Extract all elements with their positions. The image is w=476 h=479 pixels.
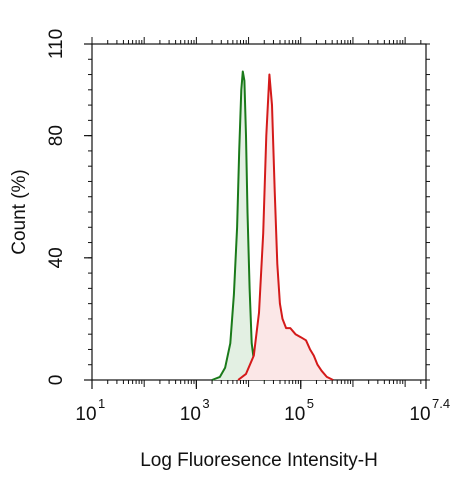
- series-2-line: [237, 73, 334, 381]
- series-2-area: [238, 74, 334, 380]
- y-tick-label: 110: [46, 29, 67, 59]
- y-tick-label: 80: [46, 125, 67, 146]
- y-tick-label: 40: [46, 247, 67, 268]
- x-tick-label: 10: [409, 404, 430, 425]
- x-tick-label: 10: [180, 404, 201, 425]
- series-layer: [211, 70, 334, 381]
- x-tick-label: 10: [75, 404, 96, 425]
- x-tick-exponent: 7.4: [432, 396, 450, 411]
- x-tick-exponent: 3: [202, 396, 209, 411]
- x-tick-label: 10: [284, 404, 305, 425]
- y-axis-ticks: 0 40 80 110: [46, 29, 430, 385]
- x-tick-exponent: 5: [307, 396, 314, 411]
- series-1-area: [212, 71, 266, 380]
- y-tick-label: 0: [46, 375, 67, 386]
- x-tick-exponent: 1: [98, 396, 105, 411]
- y-axis-title: Count (%): [9, 169, 30, 255]
- x-axis-title: Log Fluoresence Intensity-H: [140, 450, 378, 471]
- series-1-line: [211, 70, 266, 381]
